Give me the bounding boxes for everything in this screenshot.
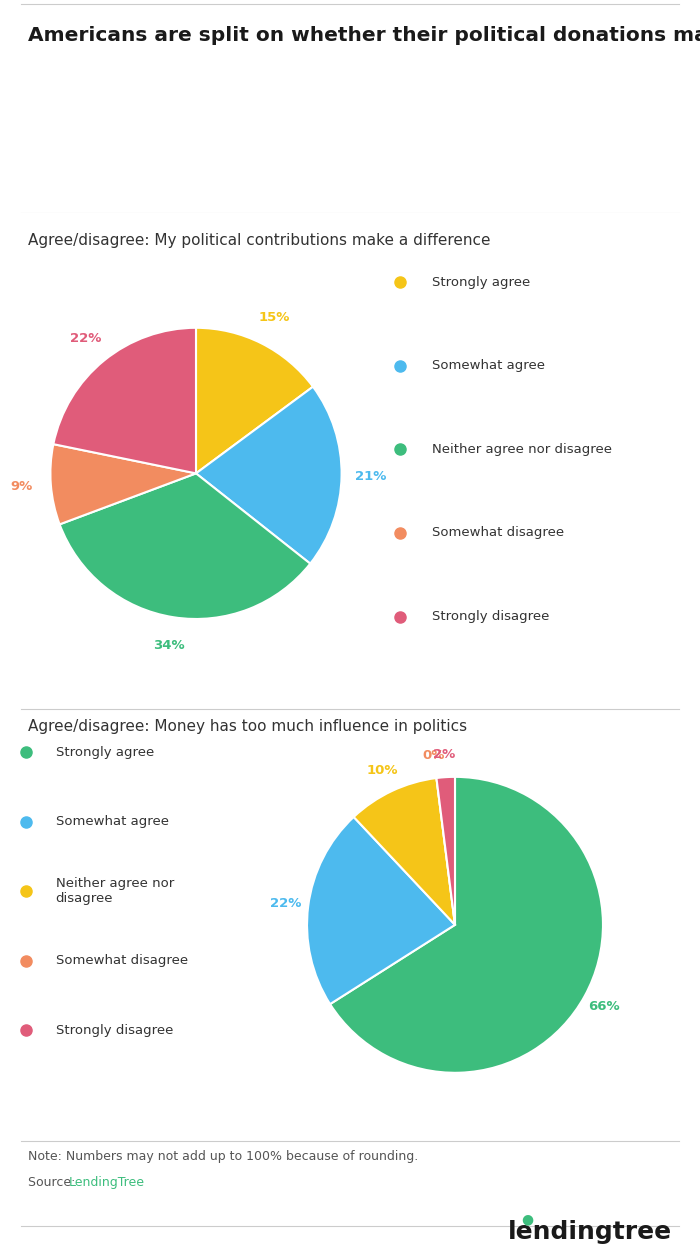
Wedge shape [196,386,342,563]
Text: 22%: 22% [70,331,101,345]
Wedge shape [437,777,455,925]
Text: Note: Numbers may not add up to 100% because of rounding.: Note: Numbers may not add up to 100% bec… [28,1150,419,1162]
Text: 66%: 66% [588,1001,620,1013]
Text: 10%: 10% [367,765,398,777]
Wedge shape [307,816,455,1004]
Text: 15%: 15% [259,311,290,324]
Text: Agree/disagree: My political contributions make a difference: Agree/disagree: My political contributio… [28,233,491,248]
Text: 2%: 2% [433,749,456,761]
Wedge shape [437,777,455,925]
Wedge shape [50,444,196,524]
Text: Source:: Source: [28,1176,79,1189]
Wedge shape [196,327,313,473]
Text: Strongly agree: Strongly agree [55,746,154,759]
Text: Agree/disagree: Money has too much influence in politics: Agree/disagree: Money has too much influ… [28,720,467,735]
Text: Strongly disagree: Strongly disagree [55,1025,173,1037]
Text: Neither agree nor
disagree: Neither agree nor disagree [55,878,174,905]
Text: ●: ● [522,1213,533,1226]
Text: 9%: 9% [10,480,33,494]
Text: Strongly agree: Strongly agree [432,276,531,288]
Wedge shape [330,777,603,1072]
Text: lendingtree: lendingtree [508,1220,672,1244]
Text: LendingTree: LendingTree [69,1176,145,1189]
Text: 34%: 34% [153,640,185,652]
Text: Somewhat agree: Somewhat agree [55,815,169,829]
Text: Somewhat disagree: Somewhat disagree [55,954,188,967]
Text: 21%: 21% [355,469,386,483]
Text: 22%: 22% [270,897,302,910]
Text: Americans are split on whether their political donations make a difference, but : Americans are split on whether their pol… [28,25,700,45]
Text: Somewhat agree: Somewhat agree [432,359,545,372]
Wedge shape [60,473,310,619]
Text: 0%: 0% [423,750,445,762]
Text: Strongly disagree: Strongly disagree [432,609,550,623]
Wedge shape [53,327,196,473]
Text: Somewhat disagree: Somewhat disagree [432,527,564,539]
Text: Neither agree nor disagree: Neither agree nor disagree [432,443,612,456]
Wedge shape [354,777,455,925]
